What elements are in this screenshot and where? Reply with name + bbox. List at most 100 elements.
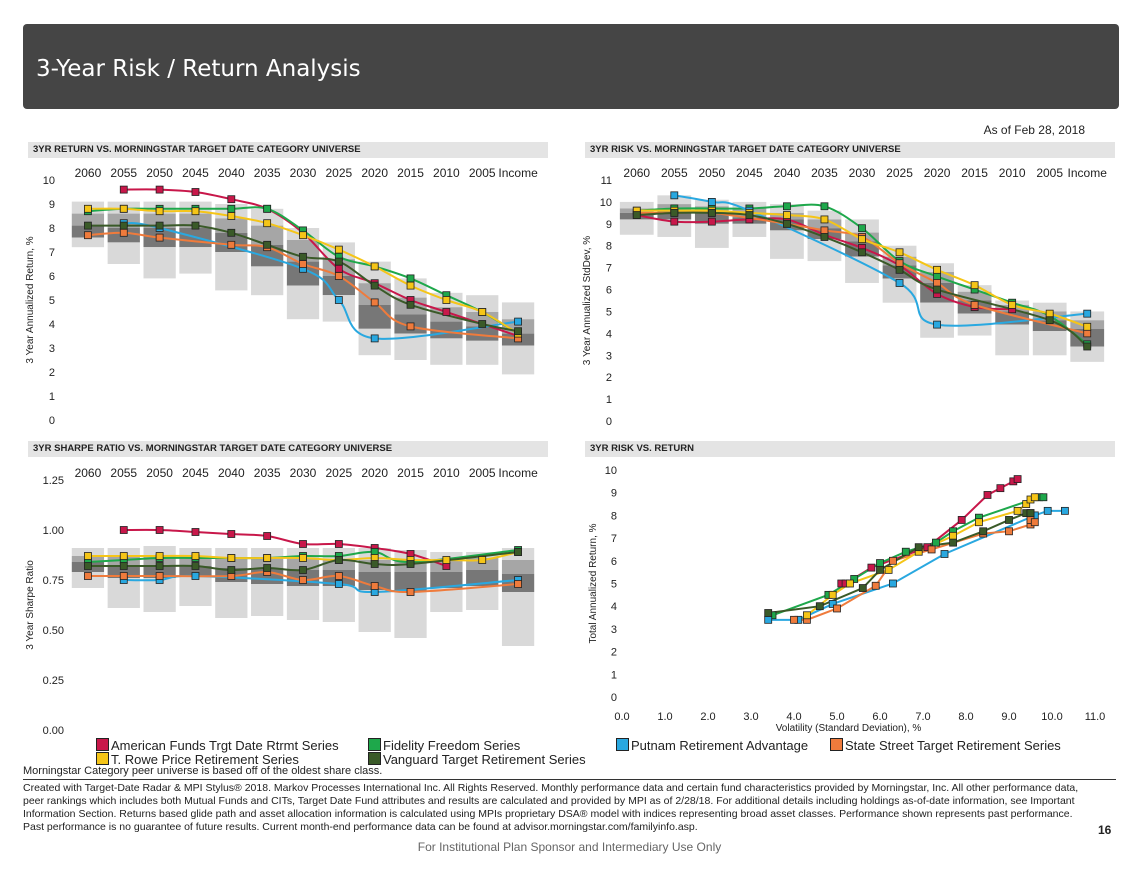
scatter-point-1-2 xyxy=(850,575,859,583)
category-label-2010: 2010 xyxy=(433,466,460,480)
series-point-5-2040 xyxy=(227,228,236,237)
series-point-5-2025 xyxy=(334,257,343,266)
series-point-5-2045 xyxy=(191,562,200,570)
series-point-3-2050 xyxy=(155,572,164,580)
series-point-1-2035 xyxy=(263,204,272,213)
series-point-4-2025 xyxy=(895,248,904,257)
y-tick-label: 10 xyxy=(43,175,55,187)
band-q3-Income xyxy=(1070,328,1105,347)
scatter-point-4-3 xyxy=(884,565,893,574)
series-point-4-2050 xyxy=(155,207,164,216)
category-label-2050: 2050 xyxy=(146,466,173,480)
series-point-3-2040 xyxy=(227,240,236,249)
series-point-3-2050 xyxy=(155,233,164,242)
legend-item-troweprice: T. Rowe Price Retirement Series xyxy=(96,752,299,767)
band-q4-2035 xyxy=(251,266,284,296)
series-point-5-2005 xyxy=(478,320,487,328)
category-label-2035: 2035 xyxy=(811,166,838,180)
band-q4-2015 xyxy=(394,592,427,638)
band-q1-2045 xyxy=(179,548,212,556)
category-label-2055: 2055 xyxy=(661,166,688,180)
series-point-5-2005 xyxy=(1045,316,1054,325)
universe-note: Morningstar Category peer universe is ba… xyxy=(23,765,383,777)
series-point-3-2025 xyxy=(334,272,343,280)
scatter-point-4-7 xyxy=(1013,506,1022,515)
legend-swatch xyxy=(368,738,381,751)
scatter-point-2-4 xyxy=(940,550,949,558)
legend-label: State Street Target Retirement Series xyxy=(845,738,1061,753)
category-label-2040: 2040 xyxy=(774,166,801,180)
band-q4-2020 xyxy=(358,590,391,632)
series-point-4-2035 xyxy=(263,219,272,228)
panel-header-return: 3YR RETURN VS. MORNINGSTAR TARGET DATE C… xyxy=(28,142,548,158)
series-point-0-2040 xyxy=(227,530,236,538)
scatter-point-3-0 xyxy=(790,615,798,624)
series-point-5-2060 xyxy=(632,211,641,219)
category-label-2040: 2040 xyxy=(218,166,245,180)
legend-swatch xyxy=(830,738,843,751)
series-point-5-2060 xyxy=(84,562,92,570)
band-q1-2060 xyxy=(619,201,654,209)
band-q3-2045 xyxy=(179,566,212,576)
legend-item-fidelity: Fidelity Freedom Series xyxy=(368,738,520,753)
series-point-4-2020 xyxy=(370,262,379,271)
category-label-2010: 2010 xyxy=(999,166,1026,180)
series-point-4-2020 xyxy=(933,265,941,274)
band-q3-2020 xyxy=(358,304,391,329)
series-point-5-2050 xyxy=(155,221,164,230)
series-point-2-2020 xyxy=(370,334,379,343)
series-point-5-2015 xyxy=(406,560,415,568)
legend-label: Fidelity Freedom Series xyxy=(383,738,521,753)
band-q4-2025 xyxy=(322,586,355,622)
series-point-4-2005 xyxy=(1045,309,1054,318)
series-point-0-2025 xyxy=(334,264,343,273)
y-tick-label: 0.25 xyxy=(43,675,64,687)
y-tick-label: 1.00 xyxy=(43,525,64,537)
band-q3-2010 xyxy=(430,572,463,588)
scatter-point-5-3 xyxy=(876,565,884,574)
series-point-2-2045 xyxy=(191,572,200,580)
series-point-2-2050 xyxy=(707,198,716,206)
scatter-y-tick: 0 xyxy=(611,692,617,704)
series-point-5-2050 xyxy=(707,208,716,217)
y-tick-label: 3 xyxy=(606,350,612,362)
scatter-x-tick: 6.0 xyxy=(872,711,887,723)
page-number: 16 xyxy=(1098,823,1112,837)
y-tick-label: 2 xyxy=(49,367,55,379)
y-tick-label: 3 xyxy=(49,343,55,355)
y-tick-label: 10 xyxy=(600,197,612,209)
scatter-x-tick: 5.0 xyxy=(829,711,844,723)
scatter-y-tick: 2 xyxy=(611,647,617,659)
category-label-2035: 2035 xyxy=(254,166,281,180)
category-label-2060: 2060 xyxy=(623,166,650,180)
series-point-4-2010 xyxy=(442,296,451,304)
scatter-point-5-7 xyxy=(1005,516,1013,524)
series-point-1-2040 xyxy=(783,202,791,211)
series-point-3-2015 xyxy=(406,322,415,331)
scatter-point-2-0 xyxy=(764,615,773,624)
series-point-5-2055 xyxy=(119,221,128,230)
scatter-point-3-3 xyxy=(871,581,880,590)
category-label-Income: Income xyxy=(498,166,538,180)
scatter-point-0-4 xyxy=(957,516,966,524)
series-point-3-Income xyxy=(1083,329,1092,338)
scatter-x-tick: 11.0 xyxy=(1085,711,1106,723)
y-tick-label: 4 xyxy=(606,328,612,340)
band-q3-2005 xyxy=(1032,320,1067,332)
series-point-5-2045 xyxy=(191,221,200,230)
scatter-point-4-6 xyxy=(975,518,983,527)
scatter-point-0-6 xyxy=(996,484,1005,493)
band-q1-2060 xyxy=(71,548,105,556)
band-q1-Income xyxy=(501,302,535,320)
series-point-1-2035 xyxy=(820,202,829,211)
band-q4-2050 xyxy=(694,223,729,248)
scatter-point-2-3 xyxy=(889,579,897,588)
series-point-5-2020 xyxy=(370,560,379,568)
series-point-5-2025 xyxy=(334,556,343,564)
scatter-x-tick: 9.0 xyxy=(1001,711,1016,723)
y-tick-label: 5 xyxy=(49,295,55,307)
series-point-4-2040 xyxy=(227,554,236,562)
scatter-x-tick: 2.0 xyxy=(700,711,715,723)
series-point-3-2055 xyxy=(119,572,128,580)
as-of-date: As of Feb 28, 2018 xyxy=(983,123,1085,137)
